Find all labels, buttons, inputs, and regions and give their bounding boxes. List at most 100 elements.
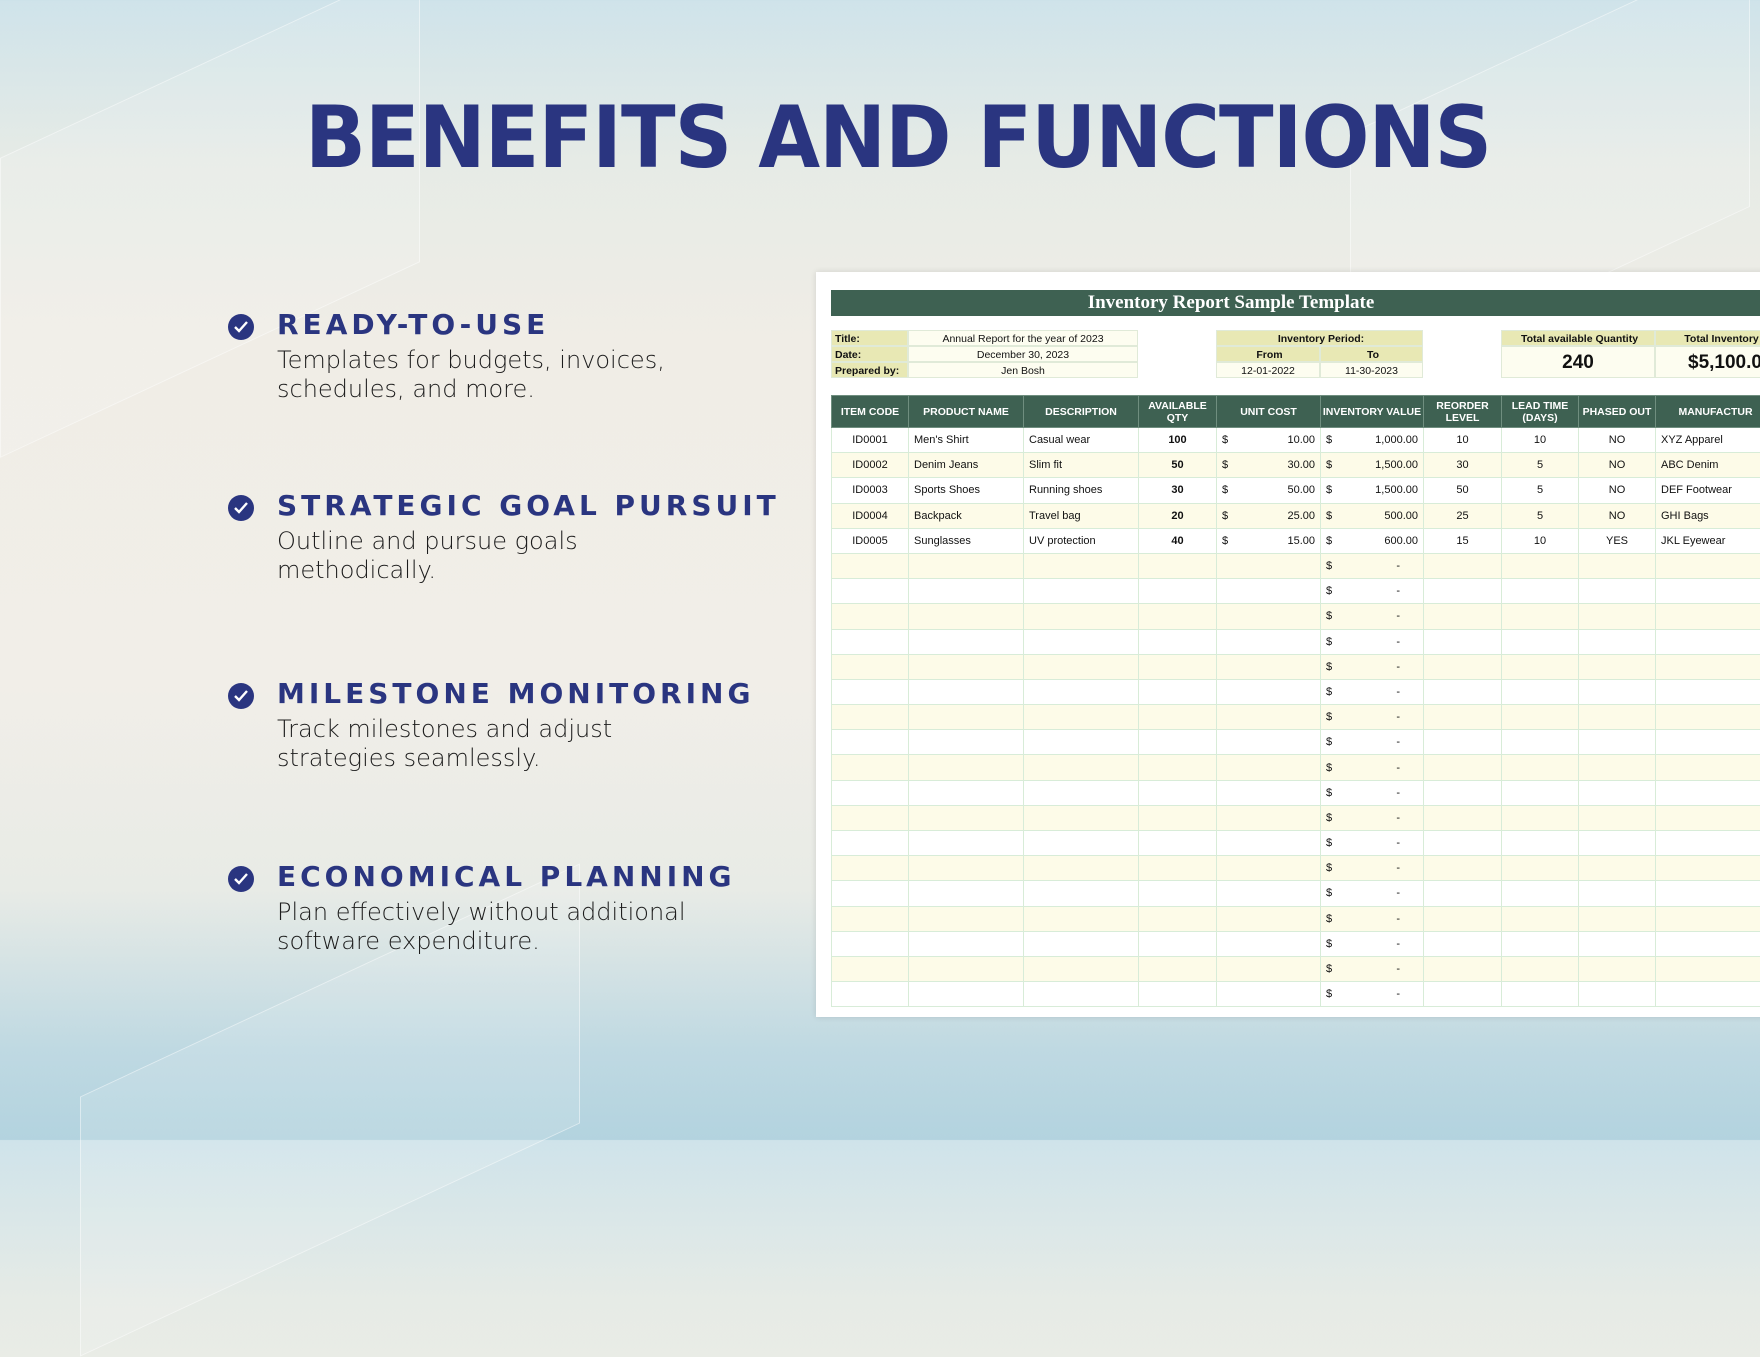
table-cell[interactable] (1024, 679, 1139, 704)
table-cell[interactable] (1217, 780, 1321, 805)
table-cell[interactable] (1502, 982, 1579, 1007)
table-cell[interactable] (909, 705, 1024, 730)
table-cell[interactable] (1656, 780, 1760, 805)
table-cell[interactable] (832, 982, 909, 1007)
table-cell[interactable]: 40 (1139, 528, 1217, 553)
table-cell[interactable] (1579, 881, 1656, 906)
table-cell[interactable]: $- (1321, 881, 1424, 906)
table-cell[interactable] (1656, 654, 1760, 679)
table-cell[interactable] (1579, 831, 1656, 856)
table-cell[interactable]: Running shoes (1024, 478, 1139, 503)
table-cell[interactable] (1424, 604, 1502, 629)
table-cell[interactable] (1139, 856, 1217, 881)
table-cell[interactable] (832, 956, 909, 981)
table-cell[interactable]: $- (1321, 856, 1424, 881)
table-cell[interactable]: $10.00 (1217, 428, 1321, 453)
table-cell[interactable] (909, 831, 1024, 856)
table-cell[interactable]: 15 (1424, 528, 1502, 553)
table-cell[interactable]: 10 (1502, 428, 1579, 453)
table-cell[interactable] (1024, 856, 1139, 881)
table-cell[interactable] (1217, 755, 1321, 780)
table-cell[interactable] (1024, 906, 1139, 931)
table-cell[interactable]: ID0005 (832, 528, 909, 553)
table-cell[interactable] (1424, 579, 1502, 604)
table-cell[interactable] (1656, 906, 1760, 931)
table-cell[interactable] (1579, 856, 1656, 881)
table-cell[interactable]: 5 (1502, 503, 1579, 528)
table-cell[interactable]: NO (1579, 478, 1656, 503)
table-cell[interactable] (1217, 629, 1321, 654)
table-cell[interactable] (1502, 805, 1579, 830)
table-cell[interactable] (909, 780, 1024, 805)
table-cell[interactable] (1024, 705, 1139, 730)
table-cell[interactable]: ID0004 (832, 503, 909, 528)
table-cell[interactable] (1139, 579, 1217, 604)
table-cell[interactable] (1656, 629, 1760, 654)
table-cell[interactable] (1217, 931, 1321, 956)
table-cell[interactable] (832, 805, 909, 830)
table-cell[interactable]: $500.00 (1321, 503, 1424, 528)
table-cell[interactable] (1502, 931, 1579, 956)
table-cell[interactable] (832, 856, 909, 881)
table-cell[interactable]: $- (1321, 956, 1424, 981)
table-cell[interactable] (1579, 780, 1656, 805)
table-cell[interactable] (909, 856, 1024, 881)
table-cell[interactable] (1579, 705, 1656, 730)
table-cell[interactable] (1424, 679, 1502, 704)
table-cell[interactable]: 100 (1139, 428, 1217, 453)
table-cell[interactable] (1502, 906, 1579, 931)
table-cell[interactable]: 10 (1502, 528, 1579, 553)
table-cell[interactable]: $- (1321, 679, 1424, 704)
table-cell[interactable]: $25.00 (1217, 503, 1321, 528)
table-cell[interactable]: NO (1579, 503, 1656, 528)
table-cell[interactable] (1139, 931, 1217, 956)
table-cell[interactable] (1217, 956, 1321, 981)
table-cell[interactable]: 5 (1502, 478, 1579, 503)
table-cell[interactable] (1139, 755, 1217, 780)
table-cell[interactable] (1502, 579, 1579, 604)
table-cell[interactable]: $- (1321, 654, 1424, 679)
table-cell[interactable] (1217, 579, 1321, 604)
table-cell[interactable]: $- (1321, 553, 1424, 578)
table-cell[interactable] (1502, 730, 1579, 755)
table-cell[interactable]: $- (1321, 604, 1424, 629)
table-cell[interactable] (1579, 553, 1656, 578)
table-cell[interactable]: YES (1579, 528, 1656, 553)
table-cell[interactable]: 50 (1424, 478, 1502, 503)
table-cell[interactable] (1139, 553, 1217, 578)
table-cell[interactable] (1217, 856, 1321, 881)
table-cell[interactable] (1502, 553, 1579, 578)
table-cell[interactable] (1024, 931, 1139, 956)
table-cell[interactable] (832, 629, 909, 654)
table-cell[interactable]: ID0001 (832, 428, 909, 453)
table-cell[interactable] (1139, 956, 1217, 981)
table-cell[interactable] (832, 780, 909, 805)
table-cell[interactable]: 50 (1139, 453, 1217, 478)
table-cell[interactable]: GHI Bags (1656, 503, 1760, 528)
table-cell[interactable] (1502, 604, 1579, 629)
table-cell[interactable]: $1,500.00 (1321, 478, 1424, 503)
table-cell[interactable] (832, 881, 909, 906)
table-cell[interactable] (1656, 856, 1760, 881)
table-cell[interactable] (1024, 982, 1139, 1007)
table-cell[interactable] (1424, 831, 1502, 856)
table-cell[interactable] (1139, 881, 1217, 906)
table-cell[interactable] (1217, 553, 1321, 578)
table-cell[interactable]: NO (1579, 453, 1656, 478)
table-cell[interactable] (1579, 805, 1656, 830)
table-cell[interactable] (832, 553, 909, 578)
table-cell[interactable] (1139, 654, 1217, 679)
table-cell[interactable] (1579, 654, 1656, 679)
table-cell[interactable] (1502, 881, 1579, 906)
table-cell[interactable] (909, 730, 1024, 755)
table-cell[interactable]: $- (1321, 629, 1424, 654)
table-cell[interactable] (832, 906, 909, 931)
table-cell[interactable] (832, 730, 909, 755)
table-cell[interactable] (1579, 679, 1656, 704)
table-cell[interactable] (1139, 906, 1217, 931)
table-cell[interactable]: $15.00 (1217, 528, 1321, 553)
table-cell[interactable]: Denim Jeans (909, 453, 1024, 478)
table-cell[interactable] (1579, 982, 1656, 1007)
table-cell[interactable] (1502, 780, 1579, 805)
table-cell[interactable] (1217, 604, 1321, 629)
